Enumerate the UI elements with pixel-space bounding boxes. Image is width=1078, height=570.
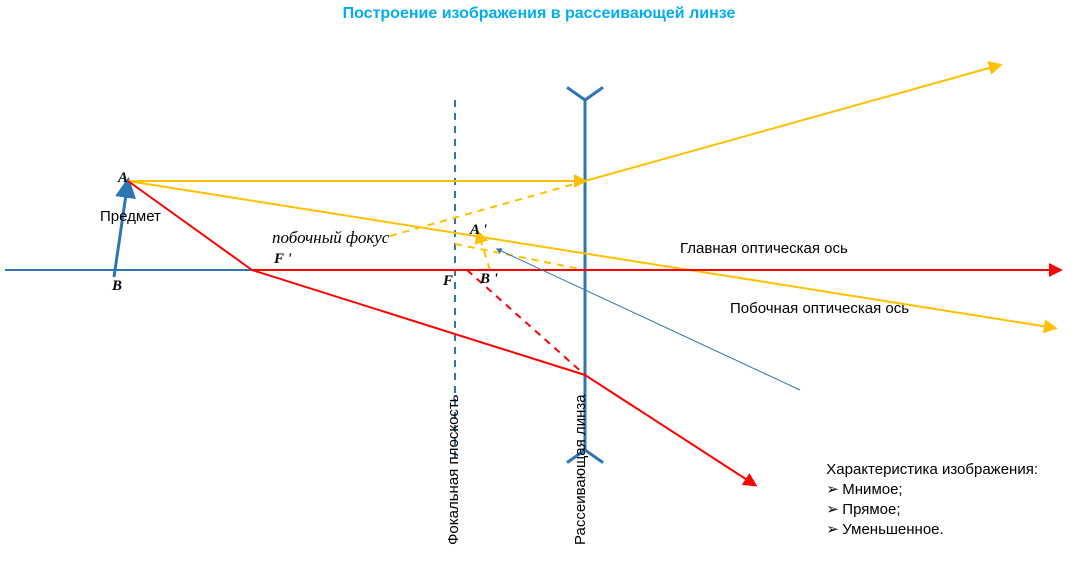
point-B-label: B: [112, 278, 122, 295]
main-axis-label: Главная оптическая ось: [680, 240, 848, 257]
ray-red-seg1: [128, 181, 252, 270]
characteristics-item: ➢Уменьшенное.: [826, 520, 1038, 538]
ray-red-seg3: [585, 375, 755, 485]
focus-Ff-label: F ': [274, 251, 292, 268]
lens-label: Рассеивающая линза: [572, 394, 589, 545]
object-label: Предмет: [100, 208, 161, 225]
characteristics-block: Характеристика изображения: ➢Мнимое; ➢Пр…: [826, 459, 1038, 540]
object-arrow: [114, 181, 128, 277]
point-Ai-label: A ': [470, 222, 487, 239]
characteristics-item: ➢Мнимое;: [826, 480, 1038, 498]
characteristics-item: ➢Прямое;: [826, 500, 1038, 518]
ray-red-seg2: [252, 270, 585, 375]
side-focus-label: побочный фокус: [272, 228, 389, 248]
side-axis-label: Побочная оптическая ось: [730, 300, 909, 317]
secondary-optical-axis: [128, 181, 1055, 328]
ray-parallel-out: [585, 65, 1000, 181]
point-Bi-label: B ': [480, 271, 498, 288]
secondary-axis-dashed: [455, 244, 585, 270]
characteristics-title: Характеристика изображения:: [826, 461, 1038, 478]
diagram-title: Построение изображения в рассеивающей ли…: [0, 5, 1078, 23]
point-A-label: A: [118, 170, 128, 187]
focal-plane-label: Фокальная плоскость: [445, 394, 462, 545]
focus-F-label: F: [443, 273, 453, 290]
